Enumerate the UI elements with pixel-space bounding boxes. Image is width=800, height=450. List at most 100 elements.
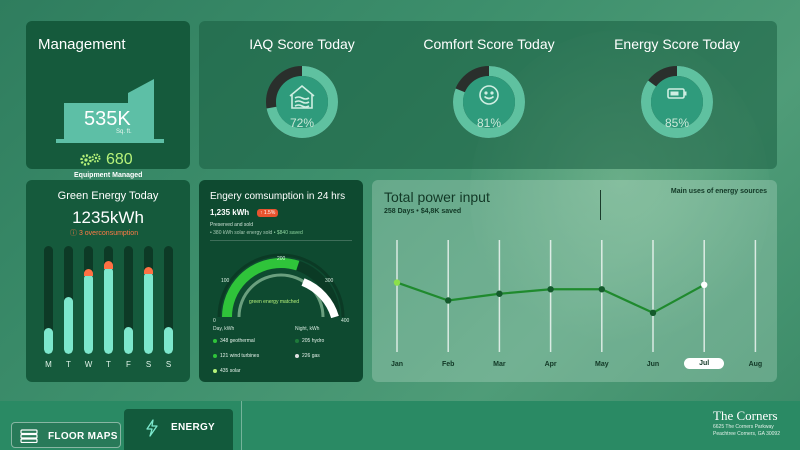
- solar-sold-text: • 380 kWh solar energy sold: [210, 230, 273, 236]
- day-label: W: [84, 360, 93, 369]
- power-panel: Total power input 258 Days • $4,8K saved…: [372, 180, 777, 382]
- month-label[interactable]: Mar: [493, 361, 506, 368]
- power-point: [547, 286, 554, 293]
- day-bar-fill: [164, 327, 173, 354]
- house-air-icon: [289, 84, 315, 109]
- day-bar: [164, 246, 173, 354]
- day-source: 348 geothermal: [213, 338, 255, 344]
- overconsumption-cap: [84, 268, 93, 277]
- legend-dot: [213, 368, 217, 373]
- scores-panel: IAQ Score Today 72% Comfort Score Today: [199, 21, 777, 169]
- day-bar: [124, 246, 133, 354]
- gauge-tick-3: 300: [325, 278, 334, 284]
- month-label[interactable]: Jun: [646, 361, 660, 368]
- green-energy-gauge: 0 100 200 300 400: [213, 253, 350, 322]
- area-value: 535K: [84, 108, 131, 130]
- iaq-score-value: 72%: [289, 116, 315, 130]
- comfort-score[interactable]: Comfort Score Today 81%: [394, 21, 584, 169]
- green-energy-panel: Green Energy Today 1235kWh ⓘ 3 overconsu…: [26, 180, 190, 382]
- floor-maps-button[interactable]: FLOOR MAPS: [11, 422, 121, 448]
- equipment-count: 680: [106, 151, 133, 168]
- consumption-kwh: 1,235 kWh: [210, 208, 250, 217]
- power-point: [393, 279, 401, 286]
- day-header: Day, kWh: [213, 326, 235, 332]
- overconsumption-warning: ⓘ 3 overconsumption: [70, 228, 138, 238]
- saved-text: • $840 saved: [273, 230, 303, 236]
- month-label[interactable]: Apr: [544, 361, 557, 368]
- day-source-label: 348 geothermal: [220, 338, 255, 344]
- management-panel: Management 535K Sq. ft. 680 Equipment Ma…: [26, 21, 190, 179]
- warning-icon: ⓘ: [70, 230, 77, 237]
- month-label[interactable]: Jul: [684, 358, 725, 369]
- iaq-score[interactable]: IAQ Score Today 72%: [207, 21, 397, 169]
- energy-tab[interactable]: ENERGY: [124, 409, 233, 450]
- night-source: 226 gas: [295, 353, 320, 359]
- power-point: [649, 309, 657, 316]
- management-title: Management: [38, 36, 126, 53]
- location-address: 6625 The Corners Parkway Peachtree Corne…: [713, 424, 780, 438]
- footer-nav: FLOOR MAPS ENERGY: [0, 401, 800, 450]
- day-bar: [64, 246, 73, 354]
- title-divider: [600, 190, 601, 220]
- address-line-1: 6625 The Corners Parkway: [713, 424, 774, 430]
- legend-dot: [213, 338, 217, 343]
- overconsumption-cap: [144, 266, 153, 275]
- power-subtitle: 258 Days • $4,8K saved: [384, 208, 462, 215]
- day-source-label: 435 solar: [220, 368, 241, 374]
- iaq-score-label: IAQ Score Today: [249, 36, 355, 52]
- day-bar: [44, 246, 53, 354]
- day-source-label: 121 wind turbines: [220, 353, 260, 359]
- night-source-label: 226 gas: [302, 353, 320, 359]
- consumption-title: Engery comsumption in 24 hrs: [210, 191, 346, 202]
- day-label: S: [145, 360, 152, 369]
- overconsumption-text: 3 overconsumption: [78, 230, 139, 237]
- area-unit: Sq. ft.: [116, 129, 132, 135]
- energy-score[interactable]: Energy Score Today 85%: [582, 21, 772, 169]
- day-label: T: [66, 360, 71, 369]
- legend-dot: [213, 353, 217, 358]
- day-source: 435 solar: [213, 368, 241, 374]
- green-energy-value: 1235kWh: [72, 208, 144, 227]
- legend-dot: [295, 353, 299, 358]
- consumption-change-badge: ↑ 1.5%: [257, 209, 279, 217]
- power-point: [598, 286, 605, 293]
- day-bar-fill: [44, 328, 53, 354]
- iaq-score-ring: [266, 66, 338, 138]
- night-source: 205 hydro: [295, 338, 324, 344]
- month-label[interactable]: Jan: [390, 361, 404, 368]
- divider: [210, 240, 352, 241]
- day-bar: [144, 246, 153, 354]
- month-label[interactable]: Aug: [748, 361, 763, 368]
- day-label: T: [106, 360, 111, 369]
- day-bar-fill: [104, 266, 113, 354]
- power-point: [701, 281, 708, 288]
- green-energy-title: Green Energy Today: [57, 190, 159, 202]
- comfort-score-label: Comfort Score Today: [423, 36, 555, 52]
- power-point: [496, 290, 503, 297]
- day-label: M: [45, 360, 52, 369]
- layers-icon: [20, 429, 38, 443]
- energy-label: ENERGY: [171, 422, 216, 433]
- footer-separator: [241, 401, 242, 450]
- overconsumption-cap: [104, 261, 113, 269]
- power-line-chart: [393, 240, 757, 352]
- day-bar: [84, 246, 93, 354]
- day-bar-fill: [64, 296, 73, 354]
- month-label[interactable]: May: [594, 361, 609, 368]
- lightning-icon: [146, 419, 158, 437]
- preserved-detail: • 380 kWh solar energy sold • $840 saved: [210, 230, 303, 236]
- building-icon: [56, 79, 164, 143]
- energy-score-label: Energy Score Today: [614, 36, 740, 52]
- smiley-icon: [479, 85, 499, 105]
- energy-score-ring: [641, 66, 713, 138]
- energy-score-value: 85%: [664, 116, 690, 130]
- gauge-label: green energy matched: [249, 299, 300, 305]
- battery-icon: [667, 88, 687, 99]
- power-title: Total power input: [384, 189, 490, 205]
- day-bar-fill: [124, 327, 133, 354]
- gauge-tick-2: 200: [277, 256, 286, 262]
- legend-dot: [295, 338, 299, 343]
- month-label[interactable]: Feb: [441, 361, 455, 368]
- preserved-label: Preserved and sold: [210, 222, 254, 228]
- night-source-label: 205 hydro: [302, 338, 325, 344]
